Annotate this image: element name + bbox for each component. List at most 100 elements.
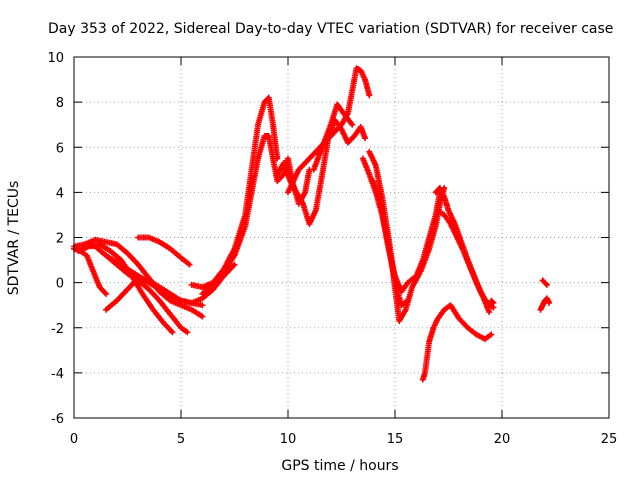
x-tick-label: 20	[494, 432, 511, 447]
data-point	[200, 314, 204, 318]
data-point	[168, 312, 172, 316]
data-point	[489, 299, 493, 303]
data-point	[147, 281, 151, 285]
data-point	[267, 134, 271, 138]
data-point	[295, 190, 299, 194]
data-point	[427, 339, 431, 343]
data-point	[449, 222, 453, 226]
series-arc-17	[434, 207, 493, 315]
data-point	[119, 258, 123, 262]
data-point	[256, 157, 260, 161]
data-point	[130, 274, 134, 278]
data-point	[301, 202, 305, 206]
data-point	[115, 299, 119, 303]
data-point	[104, 240, 108, 244]
y-tick-label: -6	[51, 412, 64, 427]
series-arc-9	[199, 94, 281, 297]
series-arc-21	[539, 277, 550, 288]
data-point	[307, 222, 311, 226]
data-point	[335, 102, 339, 106]
data-point	[468, 265, 472, 269]
data-point	[447, 208, 450, 212]
data-point	[352, 134, 356, 138]
series-arc-12	[310, 101, 356, 173]
data-point	[98, 285, 102, 289]
data-point	[425, 355, 429, 359]
data-point	[361, 157, 365, 161]
data-point	[200, 285, 204, 289]
data-point	[250, 168, 254, 172]
data-point	[406, 299, 410, 303]
data-point	[543, 299, 547, 303]
data-point	[434, 224, 438, 228]
data-point	[185, 330, 189, 334]
data-point	[115, 260, 119, 264]
data-point	[303, 190, 307, 194]
data-point	[393, 281, 397, 285]
data-point	[541, 303, 545, 307]
data-point	[271, 123, 275, 127]
data-point	[275, 179, 279, 183]
data-point	[491, 301, 495, 305]
data-point	[421, 378, 425, 382]
data-point	[449, 303, 453, 307]
data-point	[436, 208, 440, 212]
data-point	[211, 281, 215, 285]
y-axis-label: SDTVAR / TECUs	[6, 181, 22, 296]
data-point	[126, 251, 129, 255]
data-point	[233, 247, 236, 251]
series-markers	[434, 207, 493, 315]
data-point	[104, 254, 108, 258]
data-point	[404, 308, 408, 312]
y-tick-label: 10	[47, 51, 64, 66]
data-point	[547, 301, 551, 305]
series-markers	[359, 155, 443, 295]
data-point	[179, 303, 183, 307]
data-point	[434, 190, 438, 194]
data-point	[442, 213, 446, 217]
data-point	[151, 308, 155, 312]
data-point	[108, 249, 112, 253]
x-tick-label: 15	[387, 432, 404, 447]
data-point	[158, 287, 162, 291]
data-point	[162, 321, 166, 325]
data-point	[136, 236, 140, 239]
x-tick-label: 10	[280, 432, 297, 447]
data-point	[158, 299, 162, 303]
data-point	[170, 330, 174, 334]
data-point	[489, 333, 493, 337]
data-point	[442, 186, 446, 190]
data-point	[483, 337, 487, 341]
series-arc-8	[188, 133, 313, 291]
data-point	[367, 150, 371, 154]
data-point	[243, 213, 247, 217]
y-tick-label: 6	[56, 141, 64, 156]
data-point	[541, 278, 545, 282]
data-point	[168, 247, 172, 251]
data-point	[539, 308, 543, 312]
data-point	[168, 299, 172, 303]
series-markers	[135, 234, 193, 268]
data-point	[85, 254, 89, 258]
axis-ticks: 0 5 10 15 20 25 -6 -4 -2 0 2 4 6 8 10	[47, 51, 617, 447]
data-point	[474, 281, 478, 285]
data-point	[200, 296, 204, 300]
y-tick-label: 0	[56, 277, 64, 292]
data-point	[354, 66, 358, 70]
data-point	[363, 136, 367, 140]
data-point	[342, 111, 346, 115]
data-marks	[71, 65, 553, 383]
y-tick-label: 4	[56, 186, 64, 201]
series-markers	[188, 133, 313, 291]
data-point	[93, 238, 97, 242]
y-tick-label: 8	[56, 96, 64, 111]
data-point	[359, 69, 363, 73]
data-point	[438, 202, 442, 206]
data-point	[271, 157, 275, 161]
data-point	[346, 141, 350, 145]
data-point	[179, 256, 183, 260]
series-markers	[419, 302, 495, 383]
data-point	[282, 161, 286, 165]
data-point	[545, 296, 549, 300]
series-markers	[199, 94, 281, 297]
